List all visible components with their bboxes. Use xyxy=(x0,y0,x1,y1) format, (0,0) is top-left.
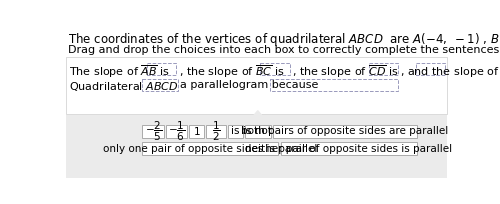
Bar xyxy=(368,63,398,74)
Bar xyxy=(189,125,204,138)
Text: $\dfrac{1}{2}$: $\dfrac{1}{2}$ xyxy=(212,120,220,143)
Bar xyxy=(142,79,178,91)
Text: , the slope of $\overline{CD}$ is: , the slope of $\overline{CD}$ is xyxy=(292,64,399,81)
Bar xyxy=(142,125,164,138)
Text: a parallelogram because: a parallelogram because xyxy=(180,80,318,90)
Bar xyxy=(66,57,447,114)
Bar xyxy=(147,63,176,74)
Bar xyxy=(228,125,243,138)
Text: neither pair of opposite sides is parallel: neither pair of opposite sides is parall… xyxy=(246,144,452,154)
Text: Drag and drop the choices into each box to correctly complete the sentences.: Drag and drop the choices into each box … xyxy=(68,45,500,55)
Bar xyxy=(281,142,416,155)
Text: $-\dfrac{1}{6}$: $-\dfrac{1}{6}$ xyxy=(168,120,185,143)
Bar xyxy=(272,125,416,138)
Bar xyxy=(270,79,398,91)
Bar xyxy=(166,125,188,138)
Bar xyxy=(142,142,278,155)
Bar xyxy=(66,115,447,178)
Text: is not: is not xyxy=(244,126,272,136)
Polygon shape xyxy=(254,111,262,115)
Text: The slope of $\overline{AB}$ is: The slope of $\overline{AB}$ is xyxy=(70,64,170,81)
Bar xyxy=(260,63,290,74)
Text: , and the slope of $\overline{AD}$ is: , and the slope of $\overline{AD}$ is xyxy=(400,64,500,81)
Bar xyxy=(244,125,271,138)
Text: $1$: $1$ xyxy=(192,125,200,137)
Text: only one pair of opposite sides is parallel: only one pair of opposite sides is paral… xyxy=(103,144,318,154)
Text: Quadrilateral $ABCD$: Quadrilateral $ABCD$ xyxy=(70,80,179,93)
Text: is: is xyxy=(231,126,239,136)
Text: The coordinates of the vertices of quadrilateral $ABCD$  are $A(-4,\ -1)$ , $B(-: The coordinates of the vertices of quadr… xyxy=(68,31,500,48)
Text: , the slope of $\overline{BC}$ is: , the slope of $\overline{BC}$ is xyxy=(179,64,284,81)
Text: both pairs of opposite sides are parallel: both pairs of opposite sides are paralle… xyxy=(241,126,448,136)
Bar xyxy=(416,63,446,74)
Bar xyxy=(206,125,226,138)
Text: $-\dfrac{2}{5}$: $-\dfrac{2}{5}$ xyxy=(144,120,162,143)
